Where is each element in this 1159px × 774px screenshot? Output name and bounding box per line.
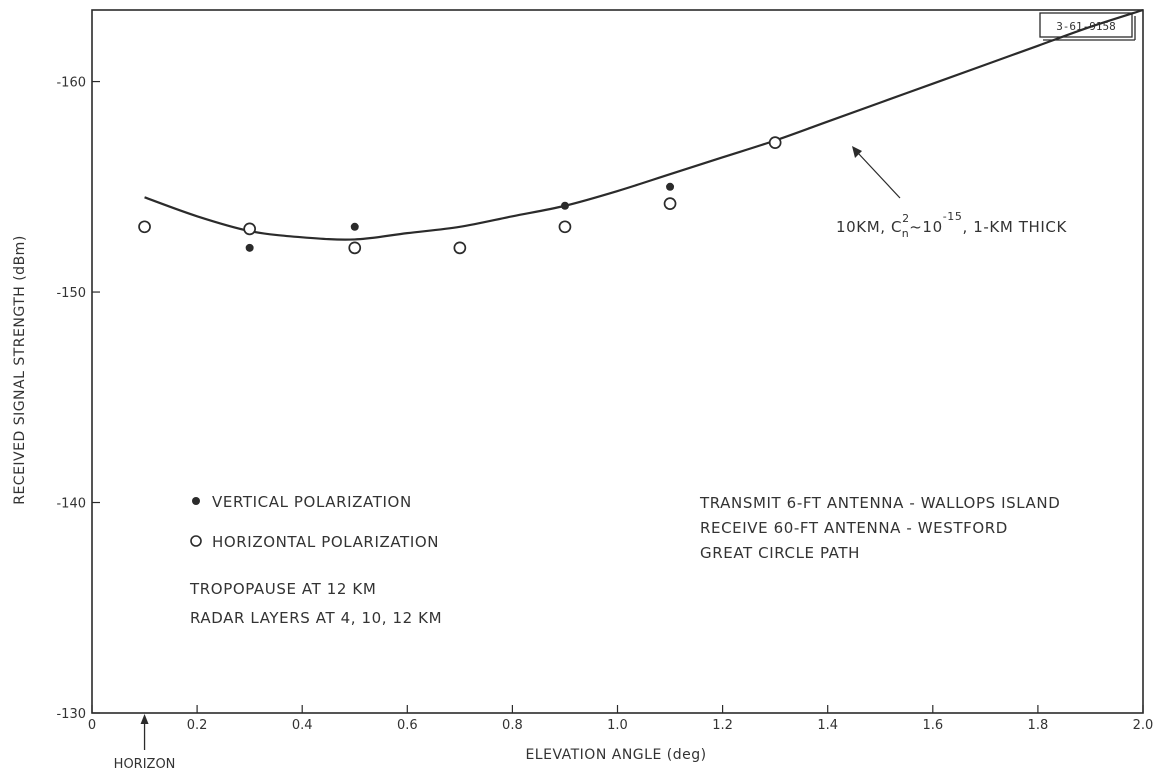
horizon-label: HORIZON (114, 757, 176, 772)
vertical-point (245, 243, 254, 252)
horizontal-point (663, 197, 677, 210)
notes-left: TROPOPAUSE AT 12 KM RADAR LAYERS AT 4, 1… (189, 580, 442, 627)
x-tick-label: 0.2 (187, 718, 208, 733)
horizontal-point (243, 222, 256, 236)
legend-vertical-marker (192, 497, 200, 505)
vertical-point (350, 222, 359, 231)
annotation-leader-line (857, 152, 901, 199)
plot-frame (91, 9, 1144, 714)
curve-annotation: 10KM, C2 n~10-15, 1-KM THICK (836, 146, 1067, 240)
vertical-polarization-points (245, 182, 675, 252)
x-tick-label: 1.6 (922, 718, 943, 733)
annotation-arrow-head (852, 146, 862, 158)
note-path: GREAT CIRCLE PATH (700, 544, 860, 562)
horizontal-point (768, 136, 782, 149)
x-tick-label: 1.2 (712, 718, 733, 733)
vertical-point (666, 182, 675, 191)
legend-horizontal-label: HORIZONTAL POLARIZATION (212, 533, 439, 551)
x-axis-ticks: 0 0.2 0.4 0.6 0.8 1.0 1.2 1.4 1.6 1.8 2.0 (88, 705, 1153, 733)
horizontal-point (558, 220, 572, 234)
x-tick-label: 1.8 (1028, 718, 1049, 733)
horizontal-polarization-points (138, 136, 782, 255)
x-tick-label: 0.8 (502, 718, 523, 733)
x-tick-label: 0.4 (292, 718, 313, 733)
y-tick-label: -140 (56, 497, 86, 512)
figure-id-box: 3-61-9158 (1039, 12, 1136, 41)
x-axis-title: ELEVATION ANGLE (deg) (525, 747, 706, 763)
y-axis-title: RECEIVED SIGNAL STRENGTH (dBm) (12, 235, 28, 505)
horizontal-point (348, 241, 362, 255)
y-tick-label: -130 (56, 707, 86, 722)
note-transmit: TRANSMIT 6-FT ANTENNA - WALLOPS ISLAND (699, 494, 1060, 512)
x-tick-label: 1.0 (607, 718, 628, 733)
legend-vertical-label: VERTICAL POLARIZATION (212, 493, 412, 511)
x-tick-label: 0 (88, 718, 96, 733)
curve-annotation-text: 10KM, C2 n~10-15, 1-KM THICK (836, 210, 1067, 240)
model-curve (144, 8, 1144, 241)
note-radar-layers: RADAR LAYERS AT 4, 10, 12 KM (190, 609, 442, 627)
horizontal-point (453, 241, 467, 255)
horizon-arrow-head (140, 714, 149, 724)
y-axis-ticks: -130 -140 -150 -160 (56, 76, 100, 722)
horizon-marker: HORIZON (114, 714, 176, 772)
vertical-point (560, 201, 569, 210)
x-tick-label: 2.0 (1133, 718, 1154, 733)
notes-right: TRANSMIT 6-FT ANTENNA - WALLOPS ISLAND R… (699, 494, 1060, 562)
legend: VERTICAL POLARIZATION HORIZONTAL POLARIZ… (190, 493, 439, 551)
note-tropopause: TROPOPAUSE AT 12 KM (189, 580, 376, 598)
note-receive: RECEIVE 60-FT ANTENNA - WESTFORD (700, 519, 1008, 537)
horizontal-point (138, 220, 151, 234)
y-tick-label: -150 (56, 286, 86, 301)
x-tick-label: 0.6 (397, 718, 418, 733)
legend-horizontal-marker (190, 535, 202, 547)
y-tick-label: -160 (56, 76, 86, 91)
x-tick-label: 1.4 (817, 718, 838, 733)
